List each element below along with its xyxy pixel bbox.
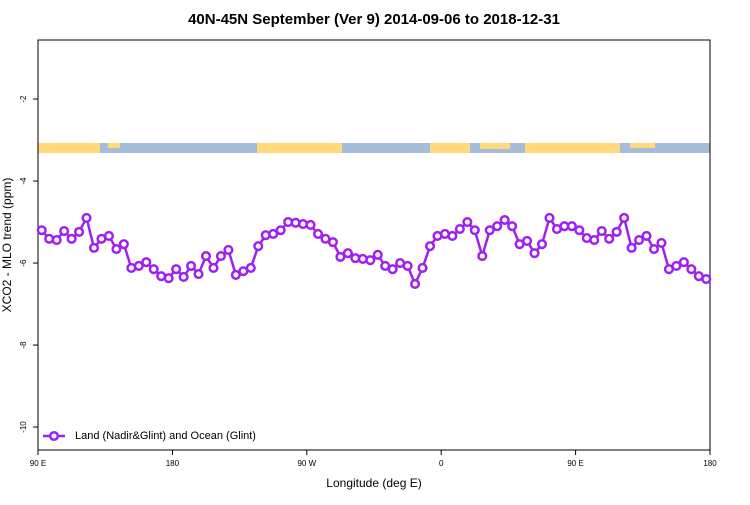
- data-point: [701, 273, 712, 285]
- data-point: [223, 244, 234, 255]
- x-tick-label: 90 W: [297, 459, 316, 468]
- land-band: [480, 143, 510, 149]
- data-point: [566, 221, 577, 232]
- data-point: [402, 260, 413, 271]
- data-point: [522, 235, 533, 246]
- data-point: [193, 269, 204, 280]
- data-point: [417, 262, 428, 274]
- data-point: [424, 241, 436, 252]
- data-point: [648, 244, 660, 255]
- land-band: [257, 143, 342, 153]
- y-tick-label: -8: [19, 341, 28, 349]
- data-point: [536, 239, 548, 250]
- data-point: [74, 226, 85, 237]
- data-point: [186, 260, 197, 271]
- data-point: [51, 235, 62, 246]
- data-point: [611, 226, 622, 237]
- data-point: [372, 249, 383, 260]
- data-point: [589, 235, 600, 246]
- data-point: [484, 225, 495, 236]
- data-point: [208, 262, 219, 274]
- chart-title: 40N-45N September (Ver 9) 2014-09-06 to …: [188, 11, 560, 28]
- data-point: [81, 212, 92, 223]
- data-point: [596, 226, 607, 237]
- data-point: [59, 226, 70, 237]
- data-point: [619, 212, 630, 223]
- data-point: [678, 257, 689, 268]
- data-point: [544, 212, 555, 223]
- data-point: [230, 269, 241, 280]
- data-point: [469, 225, 480, 236]
- y-axis-label: XCO2 - MLO trend (ppm): [0, 178, 14, 313]
- data-point: [604, 233, 615, 244]
- data-point: [178, 271, 189, 283]
- data-point: [215, 251, 226, 262]
- data-point: [245, 262, 256, 274]
- x-tick-label: 180: [703, 459, 717, 468]
- data-point: [163, 273, 174, 284]
- x-tick-label: 90 E: [567, 459, 583, 468]
- data-point: [36, 225, 47, 236]
- data-point: [141, 257, 152, 268]
- data-point: [365, 255, 376, 266]
- x-axis-label: Longitude (deg E): [326, 476, 421, 490]
- y-tick-label: -10: [19, 421, 28, 433]
- land-band: [630, 143, 655, 148]
- y-tick-label: -2: [19, 95, 28, 103]
- land-band: [525, 143, 620, 153]
- land-band: [108, 143, 120, 148]
- data-point: [342, 248, 353, 259]
- data-point: [447, 230, 458, 242]
- data-point: [492, 221, 503, 232]
- data-point: [66, 233, 77, 244]
- data-point: [305, 219, 316, 230]
- data-point: [462, 216, 473, 228]
- data-point: [686, 264, 697, 275]
- data-point: [253, 241, 264, 252]
- data-point: [477, 251, 488, 262]
- data-point: [118, 239, 129, 250]
- x-tick-label: 0: [439, 459, 444, 468]
- data-point: [410, 278, 421, 290]
- y-tick-label: -6: [19, 259, 28, 267]
- data-point: [133, 260, 144, 271]
- land-band: [430, 143, 470, 153]
- series-line: [40, 214, 707, 288]
- x-tick-label: 180: [166, 459, 180, 468]
- ocean-band: [38, 143, 710, 153]
- data-point: [103, 230, 114, 242]
- data-point: [312, 228, 324, 239]
- data-point: [275, 225, 286, 236]
- data-point: [88, 242, 100, 253]
- data-point: [507, 221, 518, 232]
- x-tick-label: 90 E: [30, 459, 46, 468]
- data-point: [634, 235, 645, 246]
- land-band: [38, 143, 100, 153]
- data-point: [327, 237, 338, 248]
- data-point: [626, 242, 637, 253]
- data-point: [335, 251, 346, 262]
- data-point: [387, 264, 398, 275]
- data-point: [200, 251, 212, 262]
- y-tick-label: -4: [19, 177, 28, 185]
- data-point: [148, 264, 159, 275]
- data-point: [574, 225, 585, 236]
- data-point: [111, 244, 122, 255]
- data-point: [268, 228, 279, 239]
- data-point: [499, 214, 510, 226]
- data-point: [671, 260, 682, 271]
- legend-label: Land (Nadir&Glint) and Ocean (Glint): [75, 430, 256, 442]
- data-point: [656, 237, 667, 248]
- data-point: [641, 230, 652, 242]
- data-point: [171, 264, 182, 275]
- data-point: [454, 223, 465, 235]
- legend-marker: [48, 430, 60, 442]
- plot-frame: [37, 39, 711, 451]
- data-point: [529, 248, 540, 259]
- land-ocean-strip: [38, 143, 710, 153]
